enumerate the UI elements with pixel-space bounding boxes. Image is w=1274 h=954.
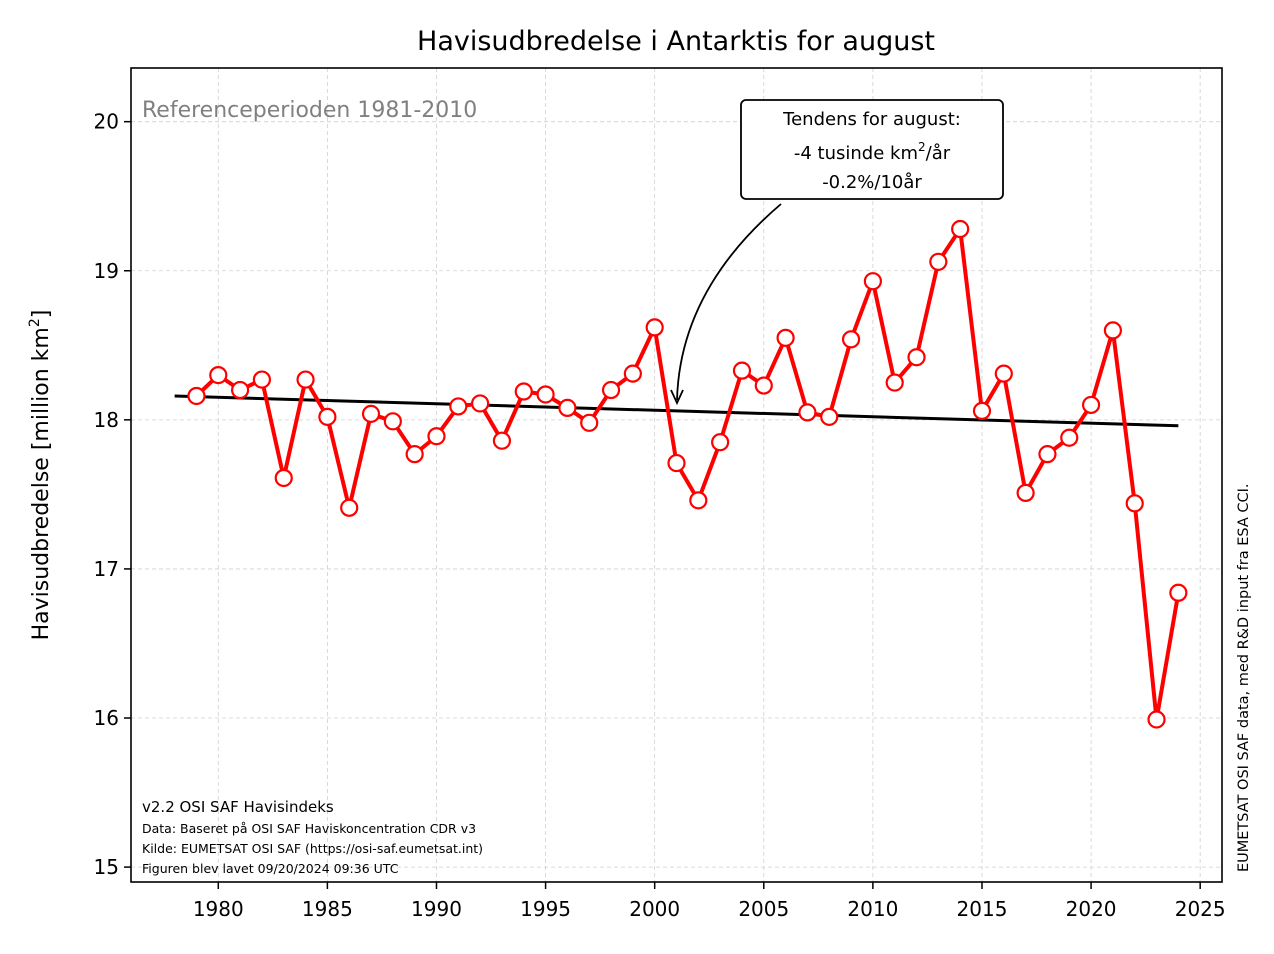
data-point [296,370,315,389]
data-point [732,361,752,380]
y-tick-label: 16 [94,706,119,730]
data-point [623,364,642,383]
data-point [820,407,839,426]
data-point [711,433,730,452]
data-point [361,404,381,423]
data-point [1125,494,1144,513]
data-point [274,468,293,488]
series-layer [187,219,1188,729]
y-axis-label: Havisudbredelse [million km2] [27,310,54,641]
data-point [449,397,468,416]
footer-created: Figuren blev lavet 09/20/2024 09:36 UTC [142,861,399,876]
x-tick-label: 2025 [1175,897,1226,921]
side-credit: EUMETSAT OSI SAF data, med R&D input fra… [1236,483,1252,872]
annotation-line-1: Tendens for august: [782,109,961,130]
data-point [929,252,948,271]
data-point [405,445,424,464]
x-tick-label: 2000 [629,897,680,921]
data-point [601,380,621,400]
y-tick-label: 17 [94,557,119,581]
data-point [885,373,904,392]
y-tick-label: 18 [94,408,119,432]
data-point [231,380,250,400]
annotation-arrowhead [670,389,684,406]
data-point [187,386,206,406]
footer-data: Data: Baseret på OSI SAF Haviskoncentrat… [142,821,476,836]
data-point [754,376,773,395]
trend-annotation: Tendens for august: -4 tusinde km2/år -0… [670,99,1004,406]
data-point [1016,483,1035,502]
reference-period-label: Referenceperioden 1981-2010 [142,98,477,123]
data-point [1103,321,1123,340]
x-tick-label: 1980 [193,897,244,921]
data-point [798,403,817,422]
data-point [972,401,992,420]
data-point [209,366,228,385]
annotation-line-2: -4 tusinde km2/år [794,140,951,164]
x-tick-label: 2015 [957,897,1008,921]
data-point [383,412,402,431]
data-point [514,382,533,401]
data-point [318,407,337,426]
data-point [689,491,708,510]
data-point [951,219,970,239]
footer-version: v2.2 OSI SAF Havisindeks [142,798,334,816]
grid [131,68,1222,882]
series-line [195,227,1181,722]
x-axis: 1980 1985 1990 1995 2000 2005 2010 2015 2020 2025 [193,882,1226,921]
data-point [667,453,686,473]
x-tick-label: 2005 [738,897,789,921]
x-tick-label: 1990 [411,897,462,921]
data-point [536,385,555,404]
data-point [994,364,1013,383]
annotation-arrow [676,203,782,401]
annotation-box [740,99,1004,200]
x-tick-label: 2010 [847,897,898,921]
data-point [558,398,577,418]
data-point [427,427,446,446]
chart-title: Havisudbredelse i Antarktis for august [417,26,935,57]
x-tick-label: 1995 [520,897,571,921]
data-point [841,330,861,349]
data-point [776,328,795,347]
y-tick-label: 20 [94,110,119,134]
x-tick-label: 1985 [302,897,353,921]
y-tick-label: 19 [94,259,119,283]
y-tick-label: 15 [94,855,119,879]
data-point [863,272,882,291]
data-point [1147,710,1166,729]
annotation-line-3: -0.2%/10år [822,172,922,193]
data-point [1060,428,1079,447]
data-point [1169,583,1188,602]
x-tick-label: 2020 [1066,897,1117,921]
data-point [340,498,359,517]
data-point [252,370,272,389]
data-point [1038,445,1057,464]
footer-source: Kilde: EUMETSAT OSI SAF (https://osi-saf… [142,841,483,856]
plot-frame [130,67,1223,883]
data-point [580,413,599,432]
data-point [907,348,926,367]
data-point [1081,395,1101,415]
data-point [471,394,490,413]
data-point [645,318,664,337]
y-axis: 15 16 17 18 19 20 [94,110,131,879]
data-point [492,431,512,450]
